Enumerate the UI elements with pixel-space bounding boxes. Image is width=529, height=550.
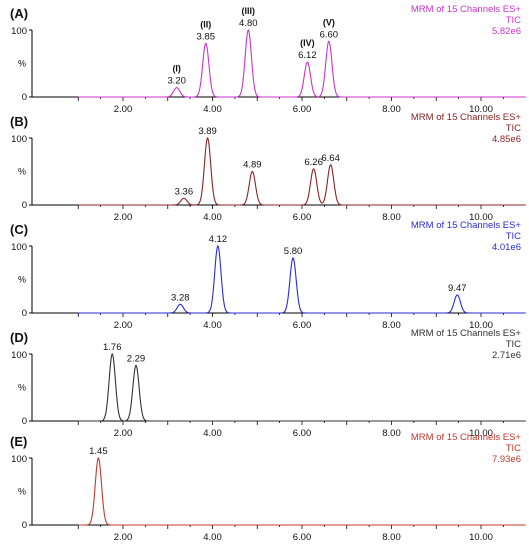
peak-label: 1.45 [89, 446, 108, 457]
x-tick-label: 2.00 [114, 104, 133, 115]
x-tick-label: 8.00 [382, 320, 401, 331]
header-line-1: MRM of 15 Channels ES+ [411, 432, 522, 443]
panel-label: (E) [10, 434, 27, 449]
panel-label: (A) [10, 6, 28, 21]
y-axis-label: % [18, 383, 26, 393]
peak-annotation: (III) [242, 6, 256, 16]
header-line-3: 5.82e6 [492, 26, 521, 37]
y-tick-label: 100 [11, 350, 27, 361]
y-axis-label: % [18, 487, 26, 497]
peak-label: 3.89 [198, 126, 217, 137]
x-tick-label: 10.00 [469, 104, 493, 115]
x-tick-label: 4.00 [203, 428, 222, 439]
x-tick-label: 4.00 [203, 104, 222, 115]
y-axis-label: % [18, 167, 26, 177]
peak-label: 6.64 [321, 153, 340, 164]
x-tick-label: 2.00 [114, 212, 133, 223]
chromatogram-trace [78, 136, 526, 206]
header-line-3: 4.85e6 [492, 134, 521, 145]
peak-label: 2.29 [127, 353, 146, 364]
x-tick-label: 8.00 [382, 212, 401, 223]
header-line-2: TIC [506, 443, 521, 454]
y-tick-label: 100 [11, 134, 27, 145]
chromatogram-trace [78, 353, 526, 422]
peak-annotation: (IV) [300, 38, 315, 48]
panel-label: (B) [10, 114, 28, 129]
x-tick-label: 6.00 [293, 428, 312, 439]
y-tick-label: 100 [11, 26, 27, 37]
y-tick-label: 0 [22, 308, 27, 319]
y-tick-label: 0 [22, 416, 27, 427]
header-line-2: TIC [506, 123, 521, 134]
peak-label: 4.12 [209, 234, 228, 245]
y-tick-label: 0 [22, 200, 27, 211]
peak-annotation: (V) [323, 17, 335, 27]
chromatogram-trace [78, 29, 526, 98]
panel-label: (C) [10, 222, 28, 237]
panel-label: (D) [10, 330, 28, 345]
header-line-2: TIC [506, 231, 521, 242]
header-line-1: MRM of 15 Channels ES+ [411, 112, 522, 123]
chromatogram-trace [78, 457, 526, 526]
header-line-2: TIC [506, 339, 521, 350]
header-line-1: MRM of 15 Channels ES+ [411, 220, 522, 231]
peak-label: 3.36 [175, 186, 194, 197]
header-line-3: 2.71e6 [492, 350, 521, 361]
y-tick-label: 100 [11, 242, 27, 253]
peak-label: 3.85 [197, 31, 216, 42]
x-tick-label: 2.00 [114, 320, 133, 331]
chromatogram-trace [78, 245, 526, 314]
peak-label: 6.60 [320, 29, 339, 40]
peak-label: 4.89 [243, 160, 262, 171]
x-tick-label: 6.00 [293, 532, 312, 543]
header-line-1: MRM of 15 Channels ES+ [411, 328, 522, 339]
y-tick-label: 0 [22, 92, 27, 103]
peak-label: 5.80 [284, 246, 303, 257]
header-line-1: MRM of 15 Channels ES+ [411, 4, 522, 15]
x-tick-label: 4.00 [203, 320, 222, 331]
peak-label: 6.26 [304, 157, 323, 168]
peak-annotation: (II) [200, 19, 211, 29]
x-tick-label: 2.00 [114, 428, 133, 439]
peak-label: 3.28 [171, 292, 190, 303]
header-line-3: 4.01e6 [492, 242, 521, 253]
y-tick-label: 100 [11, 454, 27, 465]
x-tick-label: 4.00 [203, 212, 222, 223]
peak-label: 4.80 [239, 18, 258, 29]
peak-label: 3.20 [167, 76, 186, 87]
x-tick-label: 2.00 [114, 532, 133, 543]
x-tick-label: 6.00 [293, 104, 312, 115]
x-tick-label: 10.00 [469, 320, 493, 331]
x-tick-label: 6.00 [293, 320, 312, 331]
x-tick-label: 6.00 [293, 212, 312, 223]
peak-label: 1.76 [103, 342, 122, 353]
x-tick-label: 4.00 [203, 532, 222, 543]
y-axis-label: % [18, 275, 26, 285]
x-tick-label: 8.00 [382, 104, 401, 115]
x-tick-label: 10.00 [469, 428, 493, 439]
x-tick-label: 10.00 [469, 532, 493, 543]
header-line-3: 7.93e6 [492, 454, 521, 465]
peak-label: 9.47 [448, 283, 467, 294]
x-tick-label: 8.00 [382, 532, 401, 543]
x-tick-label: 10.00 [469, 212, 493, 223]
x-tick-label: 8.00 [382, 428, 401, 439]
header-line-2: TIC [506, 15, 521, 26]
peak-label: 6.12 [298, 50, 317, 61]
y-axis-label: % [18, 59, 26, 69]
peak-annotation: (I) [172, 64, 181, 74]
y-tick-label: 0 [22, 520, 27, 531]
